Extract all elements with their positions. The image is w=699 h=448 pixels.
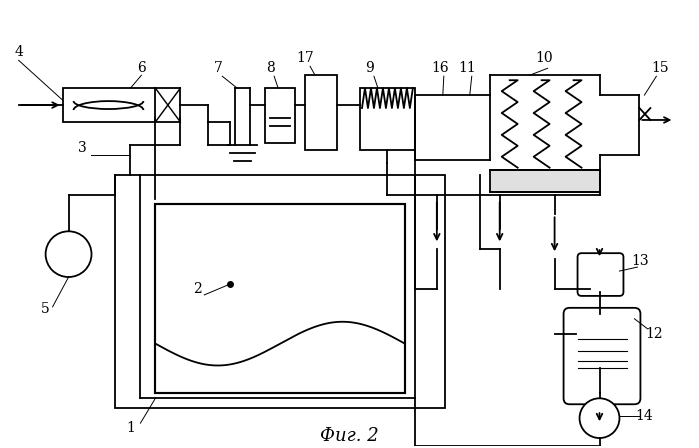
Text: 11: 11 xyxy=(458,61,475,75)
Text: 9: 9 xyxy=(366,61,375,75)
Circle shape xyxy=(579,398,619,438)
FancyBboxPatch shape xyxy=(563,308,640,404)
FancyBboxPatch shape xyxy=(577,253,624,296)
Bar xyxy=(155,204,405,393)
Bar xyxy=(360,88,415,150)
Bar xyxy=(305,75,337,150)
Text: 5: 5 xyxy=(41,302,50,316)
Bar xyxy=(115,175,445,408)
Text: 15: 15 xyxy=(651,61,669,75)
Text: 4: 4 xyxy=(14,45,23,60)
Circle shape xyxy=(45,231,92,277)
Text: 6: 6 xyxy=(137,61,146,75)
Bar xyxy=(265,88,295,143)
Text: 7: 7 xyxy=(214,61,223,75)
Text: 17: 17 xyxy=(296,52,314,65)
Text: 8: 8 xyxy=(266,61,275,75)
Text: 1: 1 xyxy=(126,421,135,435)
Text: Фиг. 2: Фиг. 2 xyxy=(319,427,378,445)
Text: 13: 13 xyxy=(632,254,649,268)
Text: 14: 14 xyxy=(635,409,654,423)
Text: 2: 2 xyxy=(193,282,202,296)
Text: 16: 16 xyxy=(431,61,449,75)
Text: 12: 12 xyxy=(646,327,663,340)
Text: 3: 3 xyxy=(78,141,87,155)
Bar xyxy=(63,88,155,122)
Text: 10: 10 xyxy=(536,52,554,65)
Bar xyxy=(490,170,600,192)
